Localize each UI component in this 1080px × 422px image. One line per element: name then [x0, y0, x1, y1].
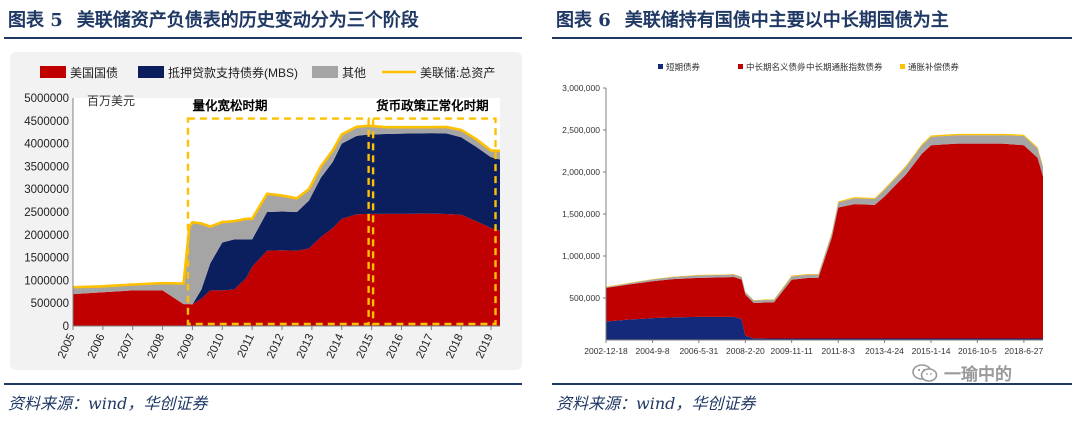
normalization-period-box: [371, 117, 497, 326]
area-series-1: [73, 133, 500, 305]
y-tick-label: 1,000,000: [562, 251, 600, 261]
y-tick-label: 500,000: [569, 293, 600, 303]
y-tick-label: 2,500,000: [562, 125, 600, 135]
figure-6-top-rule: [552, 37, 1072, 39]
legend-swatch: [40, 66, 66, 78]
figure-5-panel: 图表 5 美联储资产负债表的历史变动分为三个阶段 量化宽松时期 货币政策正常化时期 百…: [0, 0, 530, 422]
x-tick-label: 2009-11-11: [771, 346, 813, 356]
y-tick-label: 5000000: [24, 93, 69, 105]
y-tick-label: 2500000: [24, 207, 69, 219]
y-tick-label: 2000000: [24, 230, 69, 242]
legend-label: 短期债券: [666, 62, 701, 72]
watermark-text: 一瑜中的: [944, 365, 1012, 385]
x-tick-label: 2004-9-8: [636, 346, 670, 356]
treasury-holdings-chart: 500,000 1,000,000 1,500,000 2,000,000 2,500,…: [562, 62, 1044, 356]
legend-label: 通胀补偿债券: [908, 62, 960, 72]
figure-6-bottom-rule: [552, 383, 1072, 385]
figure-6-source: 资料来源：wind，华创证券: [556, 394, 756, 413]
y-tick-label: 500000: [31, 298, 69, 310]
x-tick-label: 2008-2-20: [726, 346, 765, 356]
legend-swatch: [798, 64, 803, 69]
y-tick-label: 4000000: [24, 139, 69, 151]
y-tick-label: 3500000: [24, 161, 69, 173]
figure-6-label: 图表 6: [556, 10, 611, 31]
x-tick-label: 2018-6-27: [1005, 346, 1044, 356]
figure-6-title: 图表 6 美联储持有国债中主要以中长期国债为主: [556, 6, 949, 32]
y-tick-label: 2,000,000: [562, 167, 600, 177]
x-tick-label: 2013-4-24: [865, 346, 904, 356]
y-tick-label: 3,000,000: [562, 83, 600, 93]
figure-5-title: 图表 5 美联储资产负债表的历史变动分为三个阶段: [8, 6, 419, 32]
area-series-0: [73, 213, 500, 326]
x-tick-label: 2006-5-31: [679, 346, 718, 356]
legend-label: 美联储:总资产: [420, 65, 495, 80]
wechat-watermark: 一瑜中的: [912, 360, 1012, 385]
legend-swatch: [658, 64, 663, 69]
legend-label: 美国国债: [70, 66, 118, 80]
legend-label: 其他: [342, 66, 366, 80]
wechat-logo-icon: [912, 363, 938, 382]
x-tick-label: 2016-10-5: [958, 346, 997, 356]
unit-label: 百万美元: [87, 94, 135, 108]
y-tick-label: 3000000: [24, 184, 69, 196]
area-series-1: [606, 143, 1043, 339]
qe-period-label: 量化宽松时期: [192, 98, 267, 113]
x-tick-label: 2002-12-18: [584, 346, 628, 356]
y-tick-label: 4500000: [24, 116, 69, 128]
legend-swatch: [900, 64, 905, 69]
legend-label: 中长期名义债券: [746, 62, 806, 72]
y-tick-label: 1500000: [24, 253, 69, 265]
figure-5-title-text: 美联储资产负债表的历史变动分为三个阶段: [76, 10, 419, 31]
legend-label: 抵押贷款支持债券(MBS): [168, 65, 298, 80]
figure-5-bottom-rule: [4, 383, 522, 385]
x-tick-label: 2015-1-14: [912, 346, 951, 356]
area-series-0: [606, 316, 1043, 340]
legend-swatch: [138, 66, 164, 78]
x-tick-label: 2011-8-3: [822, 346, 856, 356]
legend-swatch: [312, 66, 338, 78]
qe-period-box: [186, 117, 370, 326]
y-tick-label: 1000000: [24, 275, 69, 287]
balance-sheet-chart: 量化宽松时期 货币政策正常化时期 百万美元 0 500000 1000000 1500000…: [10, 52, 522, 370]
y-tick-label: 1,500,000: [562, 209, 600, 219]
figure-5-label: 图表 5: [8, 10, 63, 31]
legend-swatch: [738, 64, 743, 69]
figure-6-panel: 图表 6 美联储持有国债中主要以中长期国债为主 500,000 1,000,000 1…: [548, 0, 1080, 422]
figure-5-top-rule: [4, 37, 522, 39]
legend-label: 中长期通胀指数债券: [806, 62, 883, 72]
figure-6-title-text: 美联储持有国债中主要以中长期国债为主: [624, 10, 949, 31]
figure-5-source: 资料来源：wind，华创证券: [8, 394, 208, 413]
normalization-period-label: 货币政策正常化时期: [376, 98, 489, 113]
y-tick-label: 0: [63, 321, 69, 333]
